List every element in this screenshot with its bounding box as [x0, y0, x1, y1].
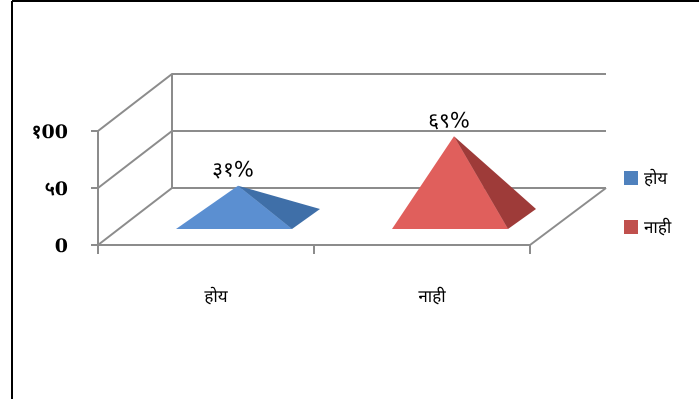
legend-label-0: होय [644, 168, 668, 189]
pyramid-bars [176, 136, 536, 229]
pyramid-side-face [238, 185, 320, 229]
legend-swatch-0 [624, 171, 638, 185]
legend-swatch-1 [624, 220, 638, 234]
pyramid-side-face [454, 136, 536, 229]
x-tick-label-1: नाही [418, 286, 446, 307]
legend: होय नाही [624, 168, 672, 238]
y-axis-tick-labels: 0 ५0 १00 [32, 121, 68, 257]
x-tick-label-0: होय [204, 286, 228, 307]
x-axis-tick-labels: होय नाही [204, 286, 446, 307]
legend-label-1: नाही [644, 217, 672, 238]
pyramid-front-face [176, 185, 292, 229]
pyramid-bar-1 [392, 136, 536, 229]
gridline-50 [97, 130, 606, 189]
y-tick-label-0: 0 [55, 235, 68, 257]
gridline-100 [97, 73, 606, 132]
data-label-1: ६९% [428, 108, 470, 132]
y-tick-label-50: ५0 [45, 178, 68, 200]
pyramid-front-face [392, 136, 508, 229]
y-tick-label-100: १00 [32, 121, 68, 143]
axes [91, 130, 607, 254]
floor-right-edge [529, 187, 607, 246]
gridline-0 [97, 187, 606, 246]
gridlines [97, 73, 606, 246]
data-label-0: ३१% [212, 158, 254, 182]
data-labels: ३१% ६९% [212, 108, 470, 181]
pyramid-bar-0 [176, 185, 320, 229]
